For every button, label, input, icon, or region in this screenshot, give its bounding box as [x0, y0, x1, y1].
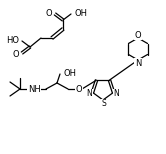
Text: HO: HO [6, 36, 19, 45]
Text: O: O [76, 85, 82, 93]
Text: N: N [114, 89, 119, 98]
Text: S: S [102, 99, 106, 109]
Text: O: O [45, 8, 52, 18]
Text: O: O [135, 30, 141, 39]
Text: N: N [135, 59, 141, 67]
Text: NH: NH [28, 85, 40, 93]
Text: N: N [87, 89, 92, 98]
Text: OH: OH [63, 69, 76, 77]
Text: O: O [12, 49, 19, 59]
Text: OH: OH [74, 8, 87, 18]
